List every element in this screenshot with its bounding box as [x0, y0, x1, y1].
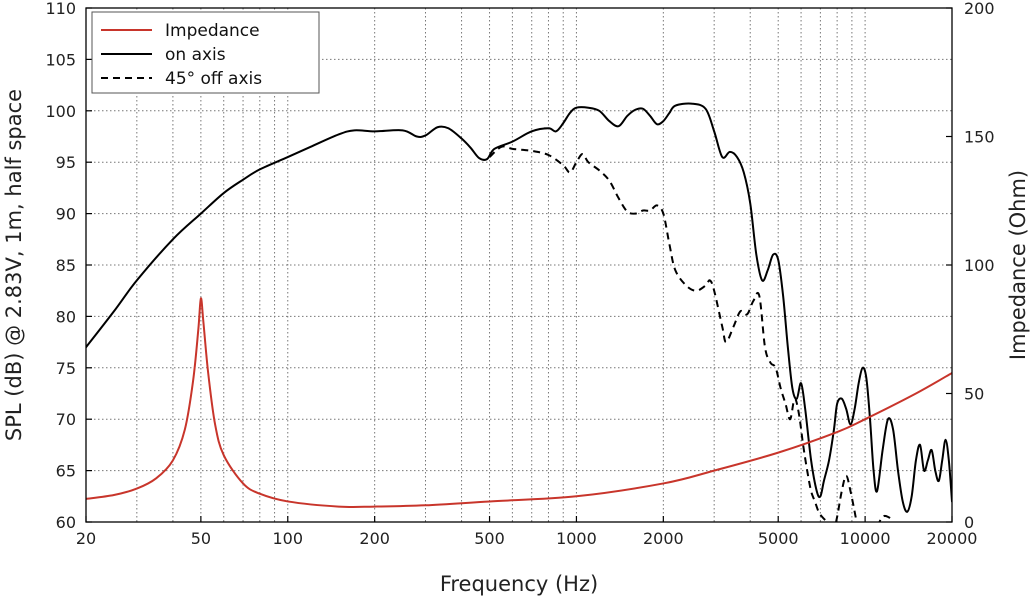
- x-tick-label: 100: [272, 529, 303, 548]
- x-tick-label: 20: [76, 529, 96, 548]
- legend-label-off-axis: 45° off axis: [165, 69, 262, 89]
- y2-tick-label: 50: [964, 385, 984, 404]
- y-tick-label: 105: [45, 50, 76, 69]
- legend: Impedance on axis 45° off axis: [91, 11, 320, 94]
- x-tick-label: 10000: [840, 529, 891, 548]
- series-line-on-axis: [86, 102, 952, 513]
- y2-axis-title: Impedance (Ohm): [1006, 170, 1030, 360]
- axis-ticks: 20 50 100 200 500 1000 2000 5000 10000 2000060657…: [45, 0, 994, 548]
- x-tick-label: 2000: [643, 529, 684, 548]
- x-tick-label: 20000: [927, 529, 978, 548]
- x-tick-label: 200: [359, 529, 390, 548]
- y-tick-label: 85: [56, 256, 76, 275]
- legend-label-on-axis: on axis: [165, 45, 226, 65]
- x-axis-title: Frequency (Hz): [440, 572, 598, 596]
- legend-box: [91, 11, 320, 94]
- y-tick-label: 90: [56, 205, 76, 224]
- x-tick-label: 50: [191, 529, 211, 548]
- x-tick-label: 500: [474, 529, 505, 548]
- legend-label-impedance: Impedance: [165, 21, 260, 41]
- y-tick-label: 65: [56, 462, 76, 481]
- y2-tick-label: 100: [964, 256, 995, 275]
- y-tick-label: 95: [56, 153, 76, 172]
- y-tick-label: 110: [45, 0, 76, 18]
- plot-area: [86, 102, 952, 522]
- x-tick-label: 5000: [758, 529, 799, 548]
- y2-tick-label: 0: [964, 513, 974, 532]
- y2-tick-label: 200: [964, 0, 995, 18]
- y-tick-label: 70: [56, 410, 76, 429]
- y-tick-label: 100: [45, 102, 76, 121]
- y-tick-label: 60: [56, 513, 76, 532]
- x-tick-label: 1000: [556, 529, 597, 548]
- series-line-impedance: [86, 297, 952, 509]
- y-tick-label: 80: [56, 307, 76, 326]
- y-tick-label: 75: [56, 359, 76, 378]
- y2-tick-label: 150: [964, 128, 995, 147]
- y-axis-title: SPL (dB) @ 2.83V, 1m, half space: [2, 89, 26, 441]
